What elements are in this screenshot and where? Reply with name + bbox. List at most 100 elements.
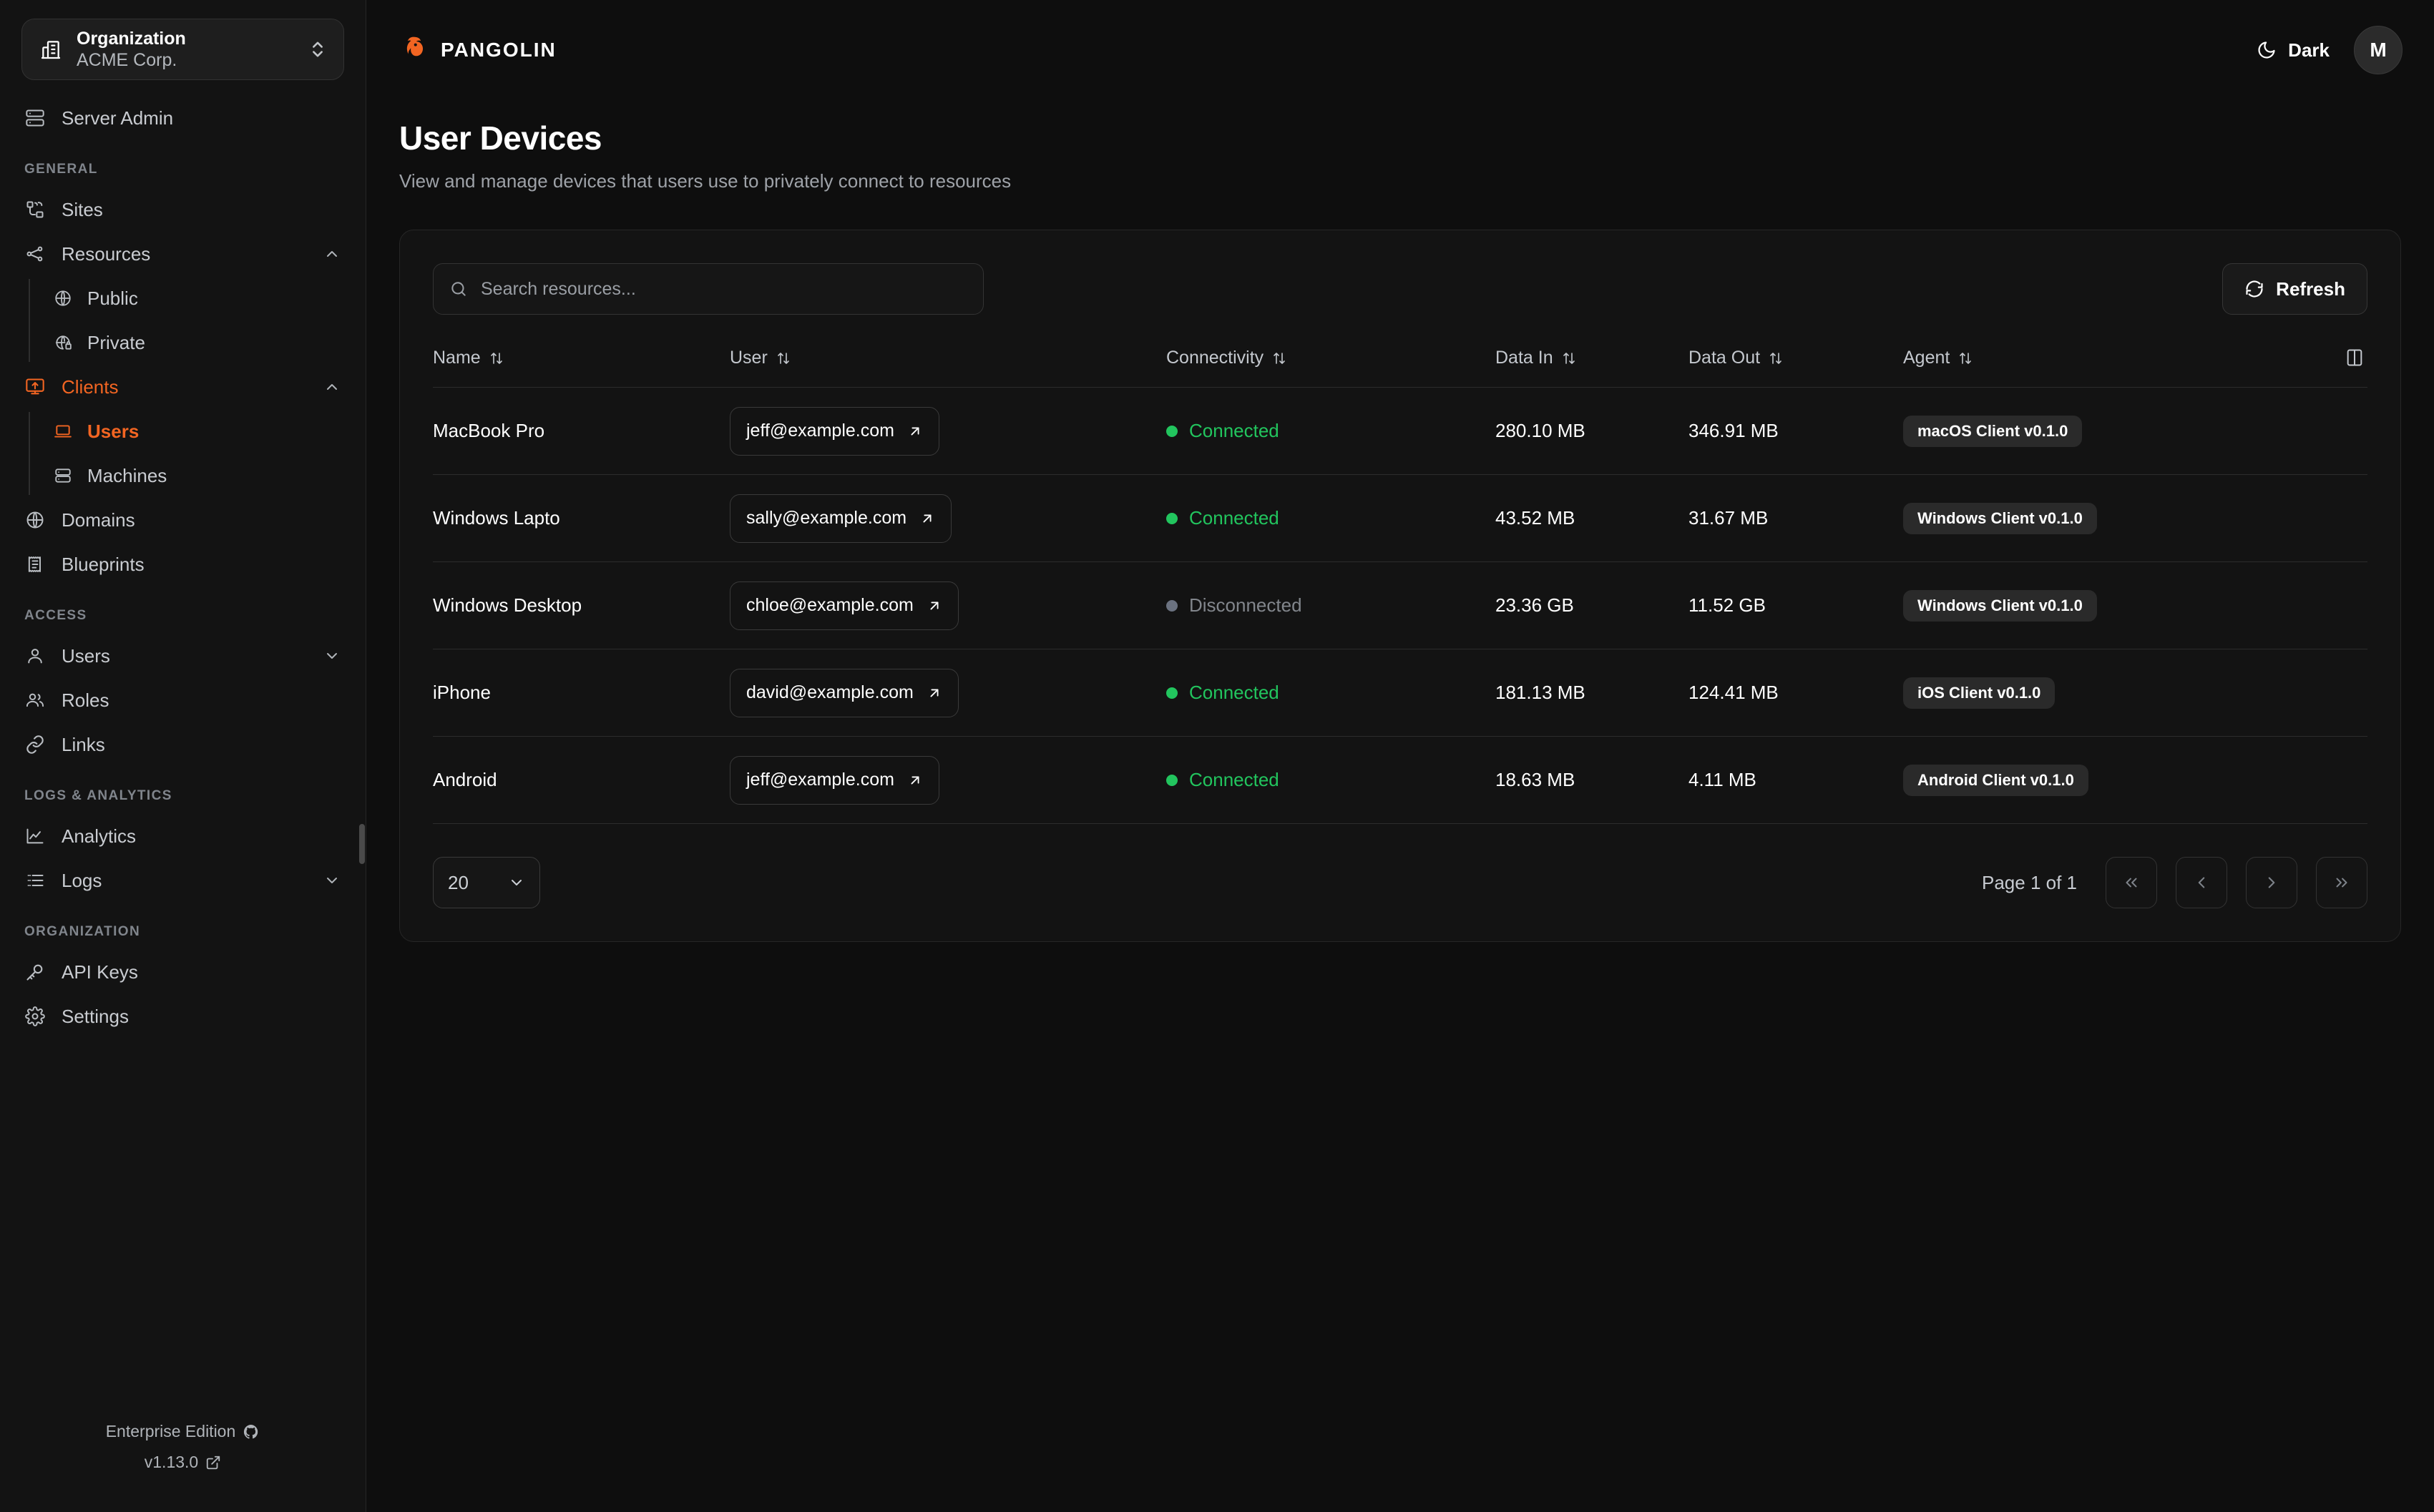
external-link-icon[interactable] <box>205 1455 221 1471</box>
user-icon <box>24 646 46 666</box>
search-input[interactable]: Search resources... <box>433 263 984 315</box>
edition-line[interactable]: Enterprise Edition <box>0 1422 366 1441</box>
cell-user: david@example.com <box>730 649 1166 737</box>
sort-icon[interactable] <box>1272 350 1286 366</box>
chevron-up-icon[interactable] <box>323 245 341 262</box>
user-link[interactable]: chloe@example.com <box>730 581 959 630</box>
chevron-left-icon <box>2192 873 2211 892</box>
user-link[interactable]: david@example.com <box>730 668 959 717</box>
brand[interactable]: PANGOLIN <box>398 34 557 66</box>
globe-icon <box>24 510 46 530</box>
agent-badge: Android Client v0.1.0 <box>1903 764 2088 796</box>
sidebar-item-label: Sites <box>62 198 103 220</box>
sidebar-item-settings[interactable]: Settings <box>0 994 366 1039</box>
next-page-button[interactable] <box>2246 857 2297 908</box>
column-header-user[interactable]: User <box>730 340 1166 388</box>
chevron-down-icon[interactable] <box>323 872 341 889</box>
column-header-data-out[interactable]: Data Out <box>1688 340 1903 388</box>
refresh-button[interactable]: Refresh <box>2222 263 2367 315</box>
chevron-down-icon <box>508 874 525 891</box>
column-label: Data In <box>1495 348 1553 368</box>
table-row[interactable]: iPhone david@example.com Connected 181.1… <box>433 649 2367 737</box>
cell-data-out: 31.67 MB <box>1688 474 1903 562</box>
user-email: sally@example.com <box>746 508 907 528</box>
sidebar-item-label: Private <box>87 331 145 353</box>
sort-icon[interactable] <box>1562 350 1576 366</box>
sidebar-item-server-admin[interactable]: Server Admin <box>0 96 366 140</box>
user-link[interactable]: jeff@example.com <box>730 406 939 456</box>
sidebar-item-sites[interactable]: Sites <box>0 187 366 232</box>
sidebar-scrollbar-thumb[interactable] <box>359 824 365 864</box>
card-toolbar: Search resources... Refresh <box>433 230 2367 340</box>
sidebar-item-public[interactable]: Public <box>29 276 366 320</box>
cell-agent: Windows Client v0.1.0 <box>1903 474 2367 562</box>
sidebar-item-logs[interactable]: Logs <box>0 858 366 903</box>
sidebar-item-label: Domains <box>62 509 135 531</box>
search-placeholder: Search resources... <box>481 278 636 299</box>
sidebar-item-blueprints[interactable]: Blueprints <box>0 542 366 586</box>
sidebar-item-label: Roles <box>62 689 109 711</box>
org-name: ACME Corp. <box>77 50 177 70</box>
column-header-data-in[interactable]: Data In <box>1495 340 1688 388</box>
sidebar-item-roles[interactable]: Roles <box>0 678 366 722</box>
column-header-name[interactable]: Name <box>433 340 730 388</box>
cell-agent: macOS Client v0.1.0 <box>1903 387 2367 475</box>
sidebar-item-resources[interactable]: Resources <box>0 232 366 276</box>
user-email: chloe@example.com <box>746 595 914 615</box>
status-badge: Connected <box>1166 682 1279 704</box>
columns-icon[interactable] <box>2345 348 2365 368</box>
cell-connectivity: Disconnected <box>1166 561 1495 649</box>
sidebar-item-label: Logs <box>62 869 102 891</box>
theme-toggle[interactable]: Dark <box>2257 39 2330 62</box>
arrow-up-right-icon <box>919 511 935 526</box>
version-line[interactable]: v1.13.0 <box>0 1453 366 1472</box>
sidebar-item-label: Resources <box>62 242 151 265</box>
sidebar-item-analytics[interactable]: Analytics <box>0 814 366 858</box>
table-row[interactable]: Windows Lapto sally@example.com Connecte… <box>433 474 2367 562</box>
user-link[interactable]: jeff@example.com <box>730 755 939 805</box>
sidebar-nav: Server Admin GENERAL Sites Resources <box>0 80 366 1422</box>
sidebar-item-users-clients[interactable]: Users <box>29 409 366 453</box>
table-row[interactable]: MacBook Pro jeff@example.com Connected 2… <box>433 387 2367 475</box>
page-size-select[interactable]: 20 <box>433 857 540 908</box>
github-icon[interactable] <box>243 1423 260 1440</box>
sidebar-section-logs-analytics: LOGS & ANALYTICS <box>24 788 172 803</box>
agent-badge: Windows Client v0.1.0 <box>1903 589 2097 622</box>
status-label: Connected <box>1189 769 1279 791</box>
org-switcher[interactable]: Organization ACME Corp. <box>21 19 344 80</box>
sort-icon[interactable] <box>1958 350 1973 366</box>
table-head: Name User Connectivity Data In <box>433 340 2367 388</box>
sort-icon[interactable] <box>776 350 791 366</box>
status-badge: Connected <box>1166 769 1279 791</box>
sort-icon[interactable] <box>1769 350 1783 366</box>
sidebar-item-links[interactable]: Links <box>0 722 366 767</box>
cell-data-out: 346.91 MB <box>1688 387 1903 475</box>
user-link[interactable]: sally@example.com <box>730 494 952 543</box>
sidebar-item-label: Analytics <box>62 825 137 847</box>
avatar[interactable]: M <box>2354 26 2403 74</box>
cell-name: Windows Lapto <box>433 474 730 562</box>
sidebar-item-private[interactable]: Private <box>29 320 366 365</box>
last-page-button[interactable] <box>2316 857 2367 908</box>
table-row[interactable]: Android jeff@example.com Connected 18.63… <box>433 736 2367 824</box>
sort-icon[interactable] <box>489 350 504 366</box>
table-row[interactable]: Windows Desktop chloe@example.com Discon… <box>433 561 2367 649</box>
chevron-down-icon[interactable] <box>323 647 341 664</box>
blueprint-icon <box>24 554 46 574</box>
sidebar-item-api-keys[interactable]: API Keys <box>0 950 366 994</box>
first-page-button[interactable] <box>2106 857 2157 908</box>
chevron-up-icon[interactable] <box>323 378 341 396</box>
sidebar-item-machines[interactable]: Machines <box>29 453 366 498</box>
sidebar-item-users[interactable]: Users <box>0 634 366 678</box>
cell-data-out: 124.41 MB <box>1688 649 1903 737</box>
sidebar-item-domains[interactable]: Domains <box>0 498 366 542</box>
column-header-connectivity[interactable]: Connectivity <box>1166 340 1495 388</box>
column-header-agent[interactable]: Agent <box>1903 340 2367 388</box>
edition-label: Enterprise Edition <box>105 1422 236 1440</box>
prev-page-button[interactable] <box>2176 857 2227 908</box>
page-subtitle: View and manage devices that users use t… <box>399 170 1012 192</box>
sidebar-item-label: Blueprints <box>62 553 145 575</box>
arrow-up-right-icon <box>907 772 923 788</box>
sidebar-item-clients[interactable]: Clients <box>0 365 366 409</box>
list-icon <box>24 870 46 890</box>
